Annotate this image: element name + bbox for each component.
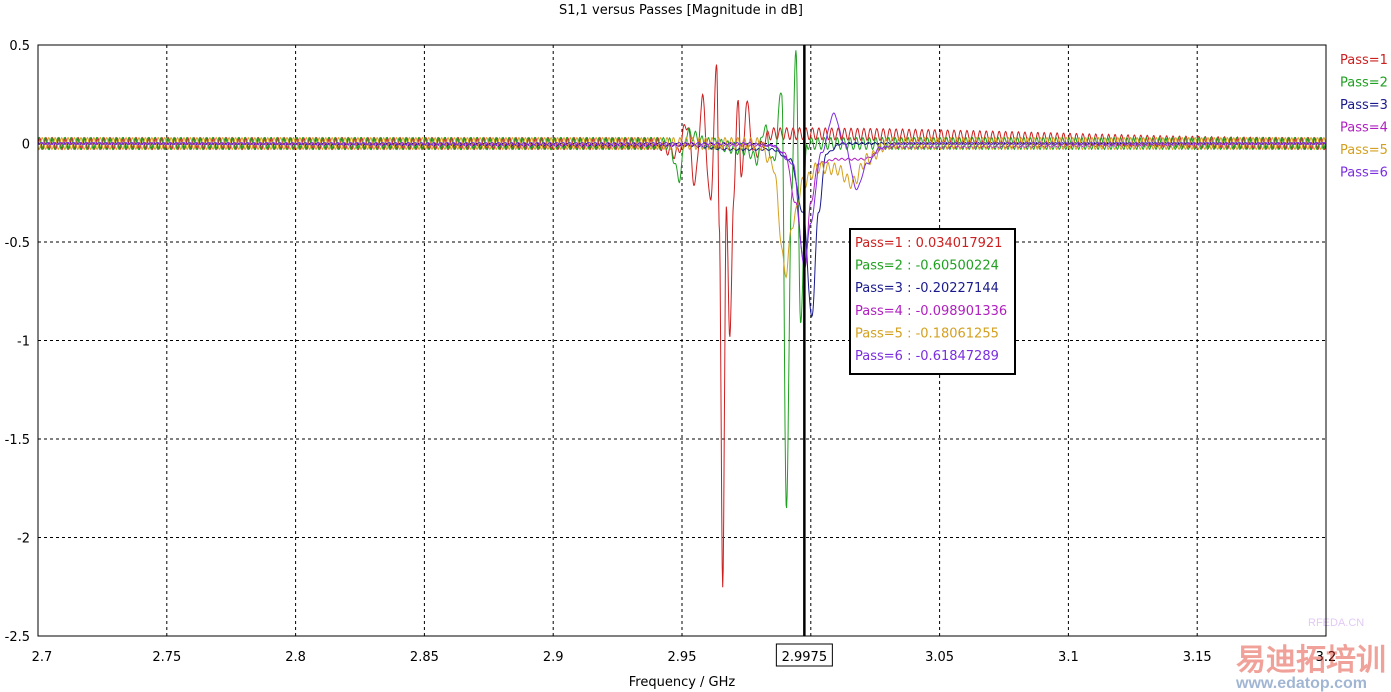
x-tick-label: 2.95 bbox=[668, 650, 697, 665]
y-tick-label: -2.5 bbox=[5, 630, 30, 645]
plot-frame bbox=[37, 44, 1327, 637]
y-tick-label: 0.5 bbox=[9, 39, 30, 54]
series-line-pass-5 bbox=[37, 136, 1327, 279]
x-tick-label: 3.15 bbox=[1183, 650, 1212, 665]
watermark-brand: 易迪拓培训 bbox=[1236, 643, 1386, 677]
readout-value: -0.098901336 bbox=[916, 304, 1008, 319]
y-tick-label: -2 bbox=[17, 532, 30, 547]
x-tick-label: 2.7 bbox=[32, 650, 53, 665]
legend-entry-pass-1: Pass=1 bbox=[1340, 53, 1388, 68]
series-line-pass-3 bbox=[37, 141, 1327, 318]
readout-name: Pass=2 bbox=[855, 259, 903, 274]
y-axis: 0.5 0 -0.5 -1 -1.5 -2 -2.5 bbox=[5, 39, 30, 645]
x-tick-label: 2.8 bbox=[285, 650, 306, 665]
readout-value: -0.61847289 bbox=[916, 349, 999, 364]
readout-pass-2: Pass=2 : -0.60500224 bbox=[855, 259, 999, 274]
series-lines bbox=[37, 50, 1327, 588]
readout-pass-6: Pass=6 : -0.61847289 bbox=[855, 349, 999, 364]
x-axis: 2.7 2.75 2.8 2.85 2.9 2.95 3.05 3.1 3.15 3.2 bbox=[32, 650, 1337, 665]
readout-pass-3: Pass=3 : -0.20227144 bbox=[855, 281, 999, 296]
readout-name: Pass=5 bbox=[855, 326, 903, 341]
chart-title: S1,1 versus Passes [Magnitude in dB] bbox=[559, 3, 803, 18]
readout-name: Pass=3 bbox=[855, 281, 903, 296]
x-tick-label: 3.2 bbox=[1316, 650, 1337, 665]
legend-entry-pass-2: Pass=2 bbox=[1340, 76, 1388, 91]
readout-pass-1: Pass=1 : 0.034017921 bbox=[855, 236, 1002, 251]
legend: Pass=1 Pass=2 Pass=3 Pass=4 Pass=5 Pass=6 bbox=[1340, 53, 1388, 181]
marker-label[interactable]: 2.9975 bbox=[775, 643, 833, 667]
y-tick-label: 0 bbox=[22, 138, 30, 153]
series-line-pass-6 bbox=[37, 112, 1327, 268]
x-tick-label: 2.85 bbox=[410, 650, 439, 665]
x-tick-label: 2.75 bbox=[152, 650, 181, 665]
y-tick-label: -1.5 bbox=[5, 433, 30, 448]
readout-name: Pass=1 bbox=[855, 236, 903, 251]
x-tick-label: 2.9 bbox=[543, 650, 564, 665]
marker-readout-box: Pass=1 : 0.034017921 Pass=2 : -0.60500224… bbox=[849, 228, 1016, 375]
y-tick-label: -1 bbox=[17, 335, 30, 350]
legend-entry-pass-6: Pass=6 bbox=[1340, 166, 1388, 181]
x-tick-label: 3.1 bbox=[1058, 650, 1079, 665]
legend-entry-pass-3: Pass=3 bbox=[1340, 98, 1388, 113]
readout-value: -0.60500224 bbox=[916, 259, 999, 274]
readout-name: Pass=6 bbox=[855, 349, 903, 364]
readout-name: Pass=4 bbox=[855, 304, 903, 319]
readout-pass-4: Pass=4 : -0.098901336 bbox=[855, 304, 1007, 319]
marker-label-text: 2.9975 bbox=[782, 650, 828, 665]
legend-entry-pass-5: Pass=5 bbox=[1340, 143, 1388, 158]
x-axis-label: Frequency / GHz bbox=[629, 675, 736, 690]
readout-value: -0.20227144 bbox=[916, 281, 999, 296]
x-tick-label: 3.05 bbox=[925, 650, 954, 665]
readout-pass-5: Pass=5 : -0.18061255 bbox=[855, 326, 999, 341]
readout-value: -0.18061255 bbox=[916, 326, 999, 341]
watermark: RFEDA.CN 易迪拓培训 www.edatop.com bbox=[1235, 617, 1386, 692]
legend-entry-pass-4: Pass=4 bbox=[1340, 121, 1388, 136]
readout-value: 0.034017921 bbox=[916, 236, 1003, 251]
watermark-site: RFEDA.CN bbox=[1308, 617, 1364, 629]
watermark-url: www.edatop.com bbox=[1235, 675, 1367, 692]
y-tick-label: -0.5 bbox=[5, 236, 30, 251]
